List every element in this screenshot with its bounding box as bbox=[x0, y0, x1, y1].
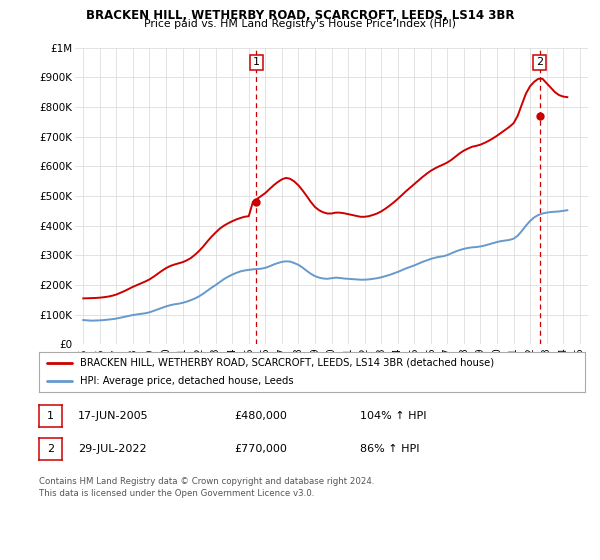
Text: BRACKEN HILL, WETHERBY ROAD, SCARCROFT, LEEDS, LS14 3BR (detached house): BRACKEN HILL, WETHERBY ROAD, SCARCROFT, … bbox=[80, 358, 494, 367]
Text: HPI: Average price, detached house, Leeds: HPI: Average price, detached house, Leed… bbox=[80, 376, 293, 386]
Text: 104% ↑ HPI: 104% ↑ HPI bbox=[360, 411, 427, 421]
Text: £770,000: £770,000 bbox=[234, 444, 287, 454]
Text: 2: 2 bbox=[47, 444, 54, 454]
Text: 2: 2 bbox=[536, 58, 543, 67]
Text: 1: 1 bbox=[253, 58, 260, 67]
Text: Price paid vs. HM Land Registry's House Price Index (HPI): Price paid vs. HM Land Registry's House … bbox=[144, 19, 456, 29]
Text: 86% ↑ HPI: 86% ↑ HPI bbox=[360, 444, 419, 454]
Text: 1: 1 bbox=[47, 411, 54, 421]
Text: 29-JUL-2022: 29-JUL-2022 bbox=[78, 444, 146, 454]
Text: 17-JUN-2005: 17-JUN-2005 bbox=[78, 411, 149, 421]
Text: Contains HM Land Registry data © Crown copyright and database right 2024.
This d: Contains HM Land Registry data © Crown c… bbox=[39, 477, 374, 498]
Text: £480,000: £480,000 bbox=[234, 411, 287, 421]
Text: BRACKEN HILL, WETHERBY ROAD, SCARCROFT, LEEDS, LS14 3BR: BRACKEN HILL, WETHERBY ROAD, SCARCROFT, … bbox=[86, 9, 514, 22]
